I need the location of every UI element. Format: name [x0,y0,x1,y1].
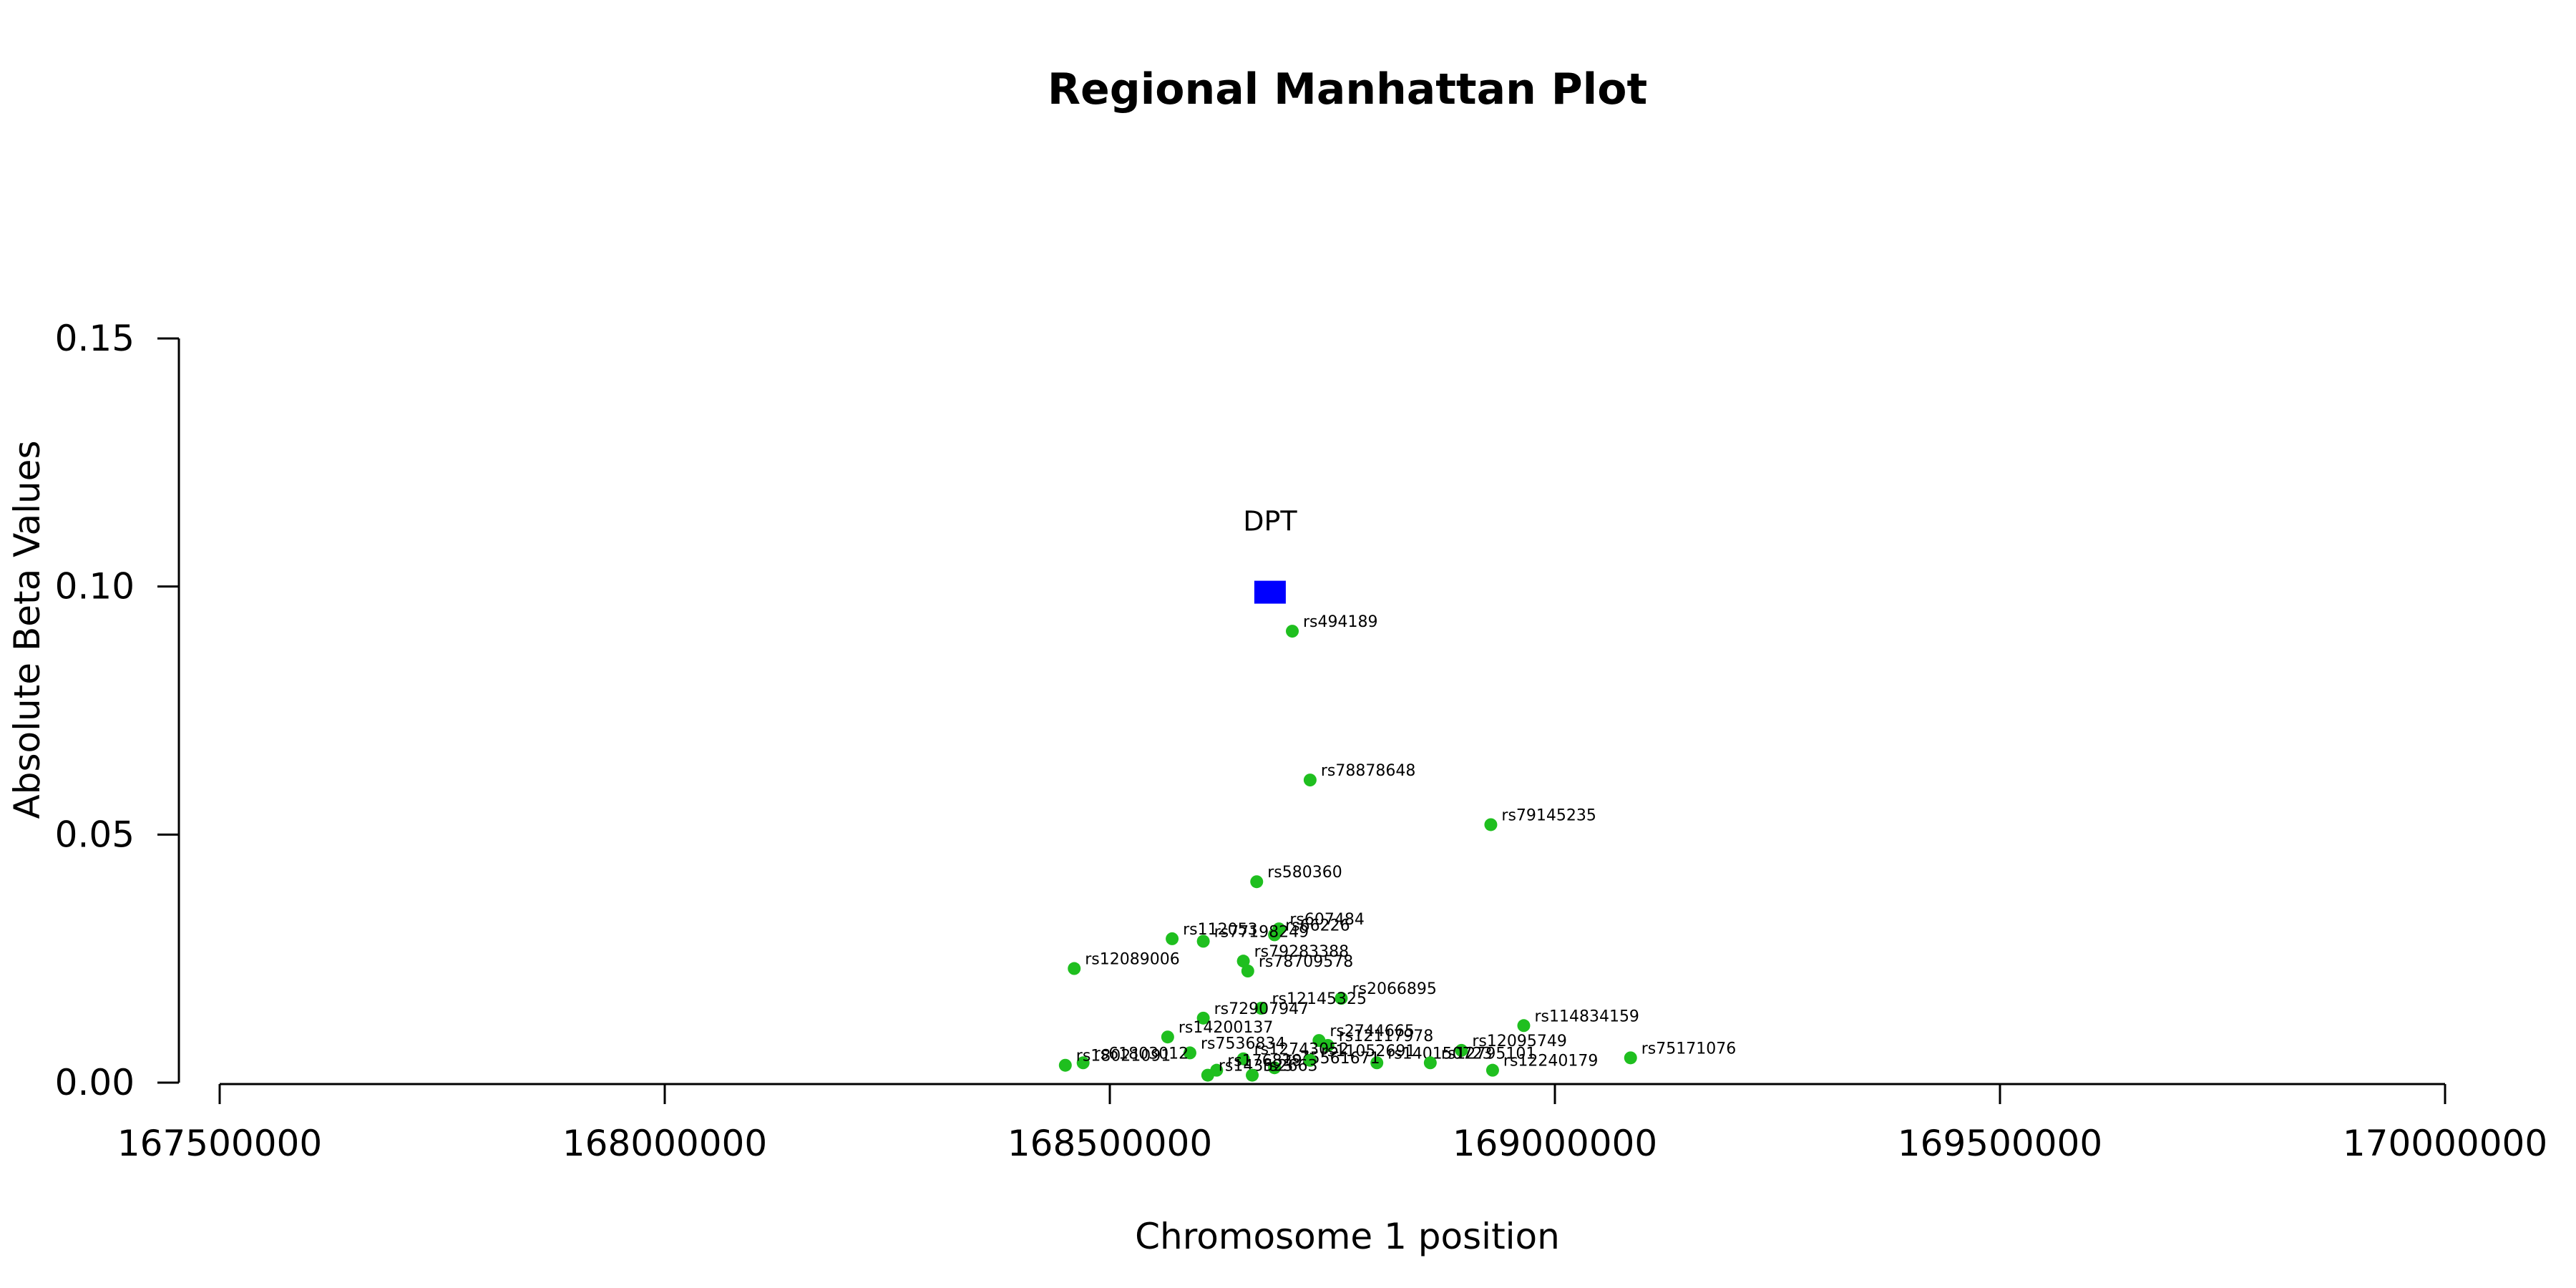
snp-point [1161,1030,1174,1044]
snp-point [1166,932,1179,945]
snp-point [1236,955,1250,968]
snp-point [1201,1068,1214,1082]
snp-label: rs78709578 [1259,953,1353,971]
x-tick-label: 169000000 [1453,1123,1657,1164]
x-tick-label: 169500000 [1898,1123,2102,1164]
snp-point [1268,928,1282,942]
snp-label: rs112053 [1183,921,1258,939]
snp-label: rs11052691 [1321,1043,1415,1060]
snp-point [1196,935,1210,948]
snp-point [1484,818,1498,831]
snp-point [1058,1058,1072,1072]
snp-label: rs12117978 [1339,1028,1433,1045]
snp-point [1196,1011,1210,1025]
gene-label: DPT [1243,506,1297,537]
snp-label: rs2066895 [1352,980,1437,998]
snp-point [1286,625,1299,638]
snp-label: rs18021091 [1076,1048,1171,1065]
y-tick-label: 0.15 [55,318,135,359]
snp-point [1335,992,1348,1005]
snp-point [1250,875,1264,889]
snp-label: rs12095749 [1472,1033,1566,1050]
snp-point [1423,1056,1437,1070]
snp-label: rs580360 [1267,864,1342,882]
chart-title: Regional Manhattan Plot [1048,64,1647,114]
snp-point [1236,1052,1250,1065]
x-tick-label: 168500000 [1008,1123,1212,1164]
snp-label: rs12743052 [1254,1041,1349,1059]
snp-label: rs114834159 [1534,1008,1639,1025]
x-tick-label: 170000000 [2343,1123,2547,1164]
snp-label: rs7536834 [1201,1035,1286,1053]
snp-label: rs607484 [1289,911,1365,929]
x-axis-label: Chromosome 1 position [1135,1216,1560,1257]
y-axis-label: Absolute Beta Values [6,441,48,819]
snp-point [1076,1056,1090,1070]
y-tick-label: 0.00 [55,1062,135,1103]
snp-label: rs12089006 [1085,951,1179,969]
x-tick-label: 168000000 [562,1123,767,1164]
x-tick-label: 167500000 [117,1123,322,1164]
snp-label: rs75561671 [1285,1050,1380,1068]
snp-point [1246,1068,1259,1082]
axes: 167500000 168000000 168500000 169000000 1695… [55,318,2547,1164]
snp-label: rs66226 [1285,917,1350,935]
plot-marks: rs494189 rs78878648 rs79145235 rs580360 rs60… [1058,506,1736,1082]
snp-point [1321,1039,1335,1052]
snp-label: rs77198249 [1214,923,1309,941]
snp-label: rs75171076 [1641,1040,1736,1058]
snp-point [1068,962,1081,975]
snp-label: rs12240179 [1503,1053,1598,1070]
snp-point [1268,1061,1282,1075]
snp-label: rs79145235 [1501,806,1596,824]
snp-label: rs61803012 [1094,1045,1189,1063]
snp-label: rs12795101 [1441,1045,1536,1063]
snp-label: rs494189 [1303,613,1378,631]
snp-point [1517,1019,1531,1033]
snp-label: rs2663 [1263,1058,1318,1075]
gene-marker [1254,580,1286,604]
snp-point [1254,1002,1268,1015]
snp-label: rs79283388 [1254,943,1349,961]
snp-label: rs78878648 [1321,762,1415,780]
snp-label: rs12145325 [1272,990,1366,1008]
snp-point [1485,1063,1499,1077]
snp-point [1370,1056,1384,1070]
snp-point [1303,1053,1317,1067]
snp-point [1183,1046,1196,1060]
snp-label: rs14200137 [1179,1019,1273,1037]
snp-label: rs2744665 [1330,1023,1415,1040]
snp-point [1303,774,1317,787]
snp-point [1455,1043,1468,1057]
snp-label: rs1768296 [1227,1053,1312,1070]
snp-label: rs72907947 [1214,1000,1309,1018]
snp-label: rs140150723 [1387,1045,1492,1063]
y-tick-label: 0.10 [55,566,135,608]
y-tick-label: 0.05 [55,814,135,855]
snp-point [1624,1051,1637,1065]
snp-point [1241,965,1254,977]
